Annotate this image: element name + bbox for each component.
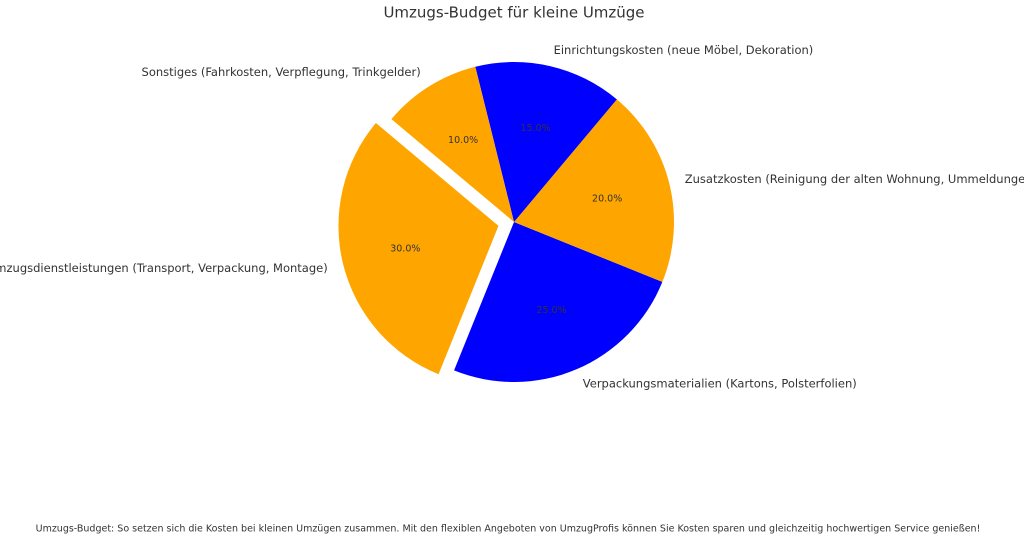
- slice-label: Umzugsdienstleistungen (Transport, Verpa…: [0, 261, 328, 275]
- slice-label: Verpackungsmaterialien (Kartons, Polster…: [583, 377, 857, 391]
- pie-slice: [454, 222, 663, 383]
- chart-title: Umzugs-Budget für kleine Umzüge: [383, 4, 644, 22]
- slice-percent: 20.0%: [592, 193, 622, 204]
- slice-percent: 30.0%: [390, 244, 420, 255]
- pie-slice: [475, 62, 617, 223]
- slice-percent: 25.0%: [536, 305, 566, 316]
- pie-slice: [391, 66, 514, 222]
- caption: Umzugs-Budget: So setzen sich die Kosten…: [36, 524, 981, 535]
- slice-label: Zusatzkosten (Reinigung der alten Wohnun…: [685, 172, 1024, 186]
- slice-percent: 10.0%: [448, 135, 478, 146]
- slice-label: Einrichtungskosten (neue Möbel, Dekorati…: [554, 43, 814, 57]
- slice-percent: 15.0%: [521, 123, 551, 134]
- pie-slice: [338, 123, 499, 375]
- pie-slice: [514, 99, 674, 282]
- slice-label: Sonstiges (Fahrkosten, Verpflegung, Trin…: [142, 65, 421, 79]
